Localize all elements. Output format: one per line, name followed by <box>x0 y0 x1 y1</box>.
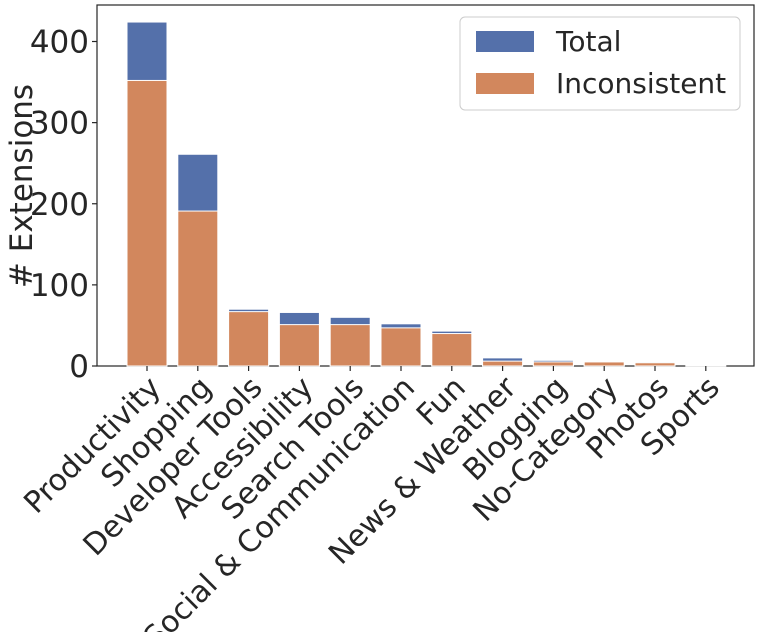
bar-inconsistent-5 <box>380 327 422 367</box>
bar-total-11 <box>685 364 727 367</box>
y-axis: 0 100 200 300 400 <box>30 25 97 385</box>
bar-inconsistent-9 <box>583 361 625 367</box>
bar-inconsistent-1 <box>177 210 219 367</box>
bar-inconsistent-7 <box>482 360 524 367</box>
y-tick-label-1: 100 <box>30 268 89 304</box>
legend-swatch-1 <box>476 73 534 94</box>
bars-layer <box>126 21 727 367</box>
legend-label-0: Total <box>555 25 621 58</box>
y-tick-label-2: 200 <box>30 187 89 223</box>
bar-inconsistent-6 <box>431 333 473 367</box>
y-axis-label: # Extensions <box>4 84 40 288</box>
y-tick-label-3: 300 <box>30 106 89 142</box>
legend-swatch-0 <box>476 31 534 52</box>
bar-inconsistent-10 <box>634 362 676 367</box>
bar-inconsistent-2 <box>228 311 270 367</box>
bar-inconsistent-0 <box>126 79 168 367</box>
y-tick-label-0: 0 <box>69 349 89 385</box>
bar-inconsistent-3 <box>278 324 320 367</box>
y-tick-label-4: 400 <box>30 25 89 61</box>
bar-inconsistent-4 <box>329 324 371 367</box>
bar-inconsistent-8 <box>532 361 574 367</box>
legend-label-1: Inconsistent <box>556 67 726 100</box>
legend: Total Inconsistent <box>459 16 741 111</box>
